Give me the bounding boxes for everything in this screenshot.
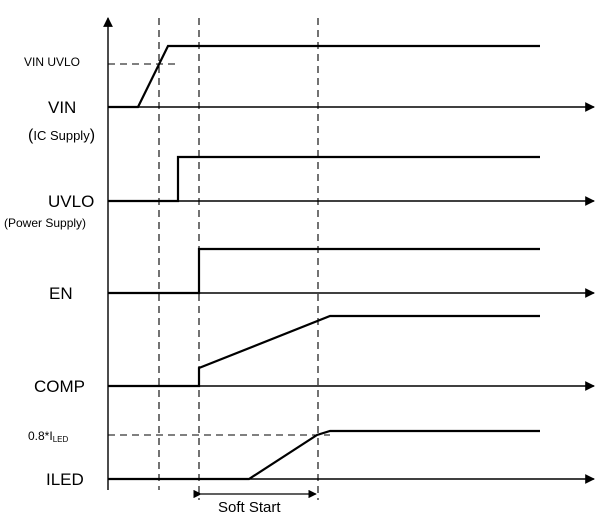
en-waveform [108, 247, 540, 295]
comp-label: COMP [34, 377, 85, 396]
vin-sublabel: (IC Supply) [28, 127, 95, 144]
vin-uvlo-label: VIN UVLO [24, 55, 80, 69]
vin-waveform [108, 44, 540, 109]
iled-waveform [108, 429, 540, 481]
iled-label: ILED [46, 470, 84, 489]
iled-threshold-label: 0.8*ILED [28, 429, 68, 444]
vin-label: VIN [48, 98, 76, 117]
uvlo-sublabel: (Power Supply) [4, 216, 86, 230]
comp-waveform [108, 314, 540, 388]
soft-start-label: Soft Start [218, 499, 281, 516]
uvlo-waveform [108, 155, 540, 203]
en-label: EN [49, 284, 73, 303]
uvlo-label: UVLO [48, 192, 94, 211]
